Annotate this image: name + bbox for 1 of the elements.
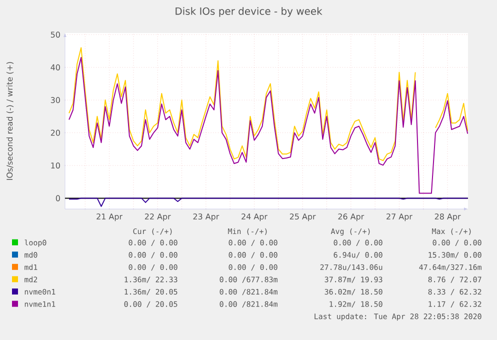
chart-title: Disk IOs per device - by week	[176, 7, 322, 17]
